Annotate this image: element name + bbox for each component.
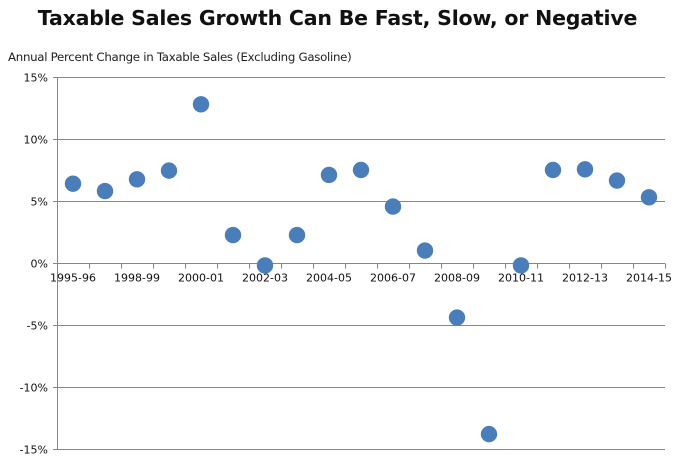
data-point bbox=[160, 162, 178, 179]
x-tick-label: 2006-07 bbox=[370, 272, 416, 285]
y-tick-label: 10% bbox=[24, 134, 48, 147]
y-axis: 15% 10% 5% 0% -5% -10% -15% bbox=[20, 72, 58, 457]
data-point bbox=[640, 189, 658, 206]
data-point bbox=[320, 166, 338, 184]
x-tick-label: 2012-13 bbox=[562, 272, 608, 285]
x-tick-label: 2010-11 bbox=[498, 272, 544, 285]
y-tick-label: 5% bbox=[31, 196, 48, 209]
data-point bbox=[544, 161, 562, 179]
data-point bbox=[96, 182, 114, 200]
data-point bbox=[128, 171, 146, 188]
data-point bbox=[256, 257, 274, 274]
x-tick-label: 2004-05 bbox=[306, 272, 352, 285]
data-points bbox=[64, 96, 658, 443]
y-tick-label: -15% bbox=[20, 444, 48, 457]
y-tick-label: 0% bbox=[31, 258, 48, 271]
data-point bbox=[576, 161, 594, 178]
data-point bbox=[352, 161, 370, 179]
data-point bbox=[64, 175, 82, 192]
x-tick-label: 2002-03 bbox=[242, 272, 288, 285]
x-axis: 1995-96 1998-99 2000-01 2002-03 2004-05 2006-… bbox=[50, 263, 672, 285]
y-axis-label: Annual Percent Change in Taxable Sales (… bbox=[8, 50, 352, 64]
data-point bbox=[512, 257, 530, 274]
chart-title: Taxable Sales Growth Can Be Fast, Slow, … bbox=[37, 6, 638, 30]
data-point bbox=[608, 172, 626, 189]
x-tick-label: 2008-09 bbox=[434, 272, 480, 285]
y-tick-label: -10% bbox=[20, 382, 48, 395]
x-tick-label: 1998-99 bbox=[114, 272, 160, 285]
data-point bbox=[480, 425, 498, 443]
y-tick-label: -5% bbox=[27, 320, 48, 333]
data-point bbox=[384, 198, 402, 215]
data-point bbox=[416, 242, 434, 259]
x-tick-label: 1995-96 bbox=[50, 272, 96, 285]
data-point bbox=[288, 226, 306, 244]
x-tick-label: 2000-01 bbox=[178, 272, 224, 285]
gridlines bbox=[53, 77, 665, 450]
y-tick-label: 15% bbox=[24, 72, 48, 85]
data-point bbox=[224, 226, 242, 244]
data-point bbox=[448, 309, 466, 326]
x-tick-label: 2014-15 bbox=[626, 272, 672, 285]
data-point bbox=[192, 96, 210, 113]
